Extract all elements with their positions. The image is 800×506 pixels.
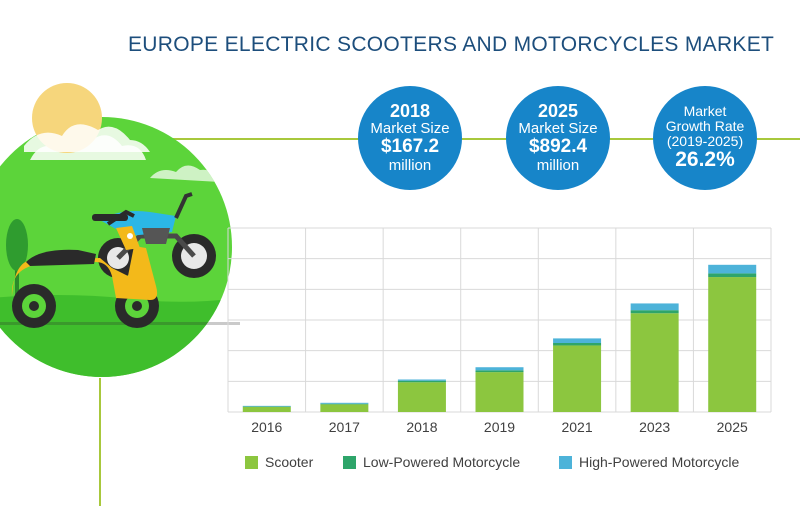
legend-swatch-low-powered xyxy=(343,455,356,469)
legend-label: High-Powered Motorcycle xyxy=(579,454,740,470)
bar-high-powered-motorcycle-2023 xyxy=(630,303,679,311)
legend-item-high-powered-motorcycle: High-Powered Motorcycle xyxy=(559,453,739,471)
bar-scooter-2019 xyxy=(475,372,524,412)
bar-high-powered-motorcycle-2021 xyxy=(553,338,602,343)
stat-value: 26.2% xyxy=(675,148,735,172)
bar-high-powered-motorcycle-2017 xyxy=(320,402,369,404)
stat-unit: million xyxy=(536,156,580,174)
accent-line-horizontal xyxy=(155,138,800,140)
legend-label: Low-Powered Motorcycle xyxy=(363,454,521,470)
bar-low-powered-motorcycle-2023 xyxy=(630,310,679,314)
bar-low-powered-motorcycle-2021 xyxy=(553,343,602,346)
stat-label: Market Size xyxy=(370,120,450,138)
legend-swatch-scooter xyxy=(245,455,258,469)
stat-label: Market Size xyxy=(518,120,598,138)
x-tick-label: 2017 xyxy=(329,419,360,435)
x-tick-label: 2018 xyxy=(406,419,437,435)
legend-item-scooter: Scooter xyxy=(245,453,313,471)
bar-low-powered-motorcycle-2018 xyxy=(397,380,446,383)
x-tick-label: 2025 xyxy=(717,419,748,435)
bar-low-powered-motorcycle-2025 xyxy=(708,273,757,278)
stat-year: 2025 xyxy=(537,100,579,121)
stat-year: 2018 xyxy=(389,100,431,121)
x-tick-label: 2021 xyxy=(561,419,592,435)
page-title: EUROPE ELECTRIC SCOOTERS AND MOTORCYCLES… xyxy=(128,33,775,56)
stat-label: Market xyxy=(683,103,727,119)
x-tick-label: 2023 xyxy=(639,419,670,435)
bar-low-powered-motorcycle-2017 xyxy=(320,403,369,405)
x-tick-label: 2019 xyxy=(484,419,515,435)
x-tick-label: 2016 xyxy=(251,419,282,435)
bar-scooter-2021 xyxy=(553,345,602,412)
bar-scooter-2023 xyxy=(630,313,679,412)
legend-item-low-powered-motorcycle: Low-Powered Motorcycle xyxy=(343,453,520,471)
bar-scooter-2018 xyxy=(397,382,446,412)
legend-swatch-high-powered xyxy=(559,455,572,469)
stat-label: Growth Rate xyxy=(665,118,745,135)
bar-scooter-2016 xyxy=(242,406,291,412)
stat-circle-2018-market-size: 2018 Market Size $167.2 million xyxy=(358,86,462,190)
stat-circle-growth-rate: Market Growth Rate (2019-2025) 26.2% xyxy=(653,86,757,190)
stat-period: (2019-2025) xyxy=(666,133,744,150)
bar-scooter-2025 xyxy=(708,277,757,412)
stat-circle-2025-market-size: 2025 Market Size $892.4 million xyxy=(506,86,610,190)
bar-low-powered-motorcycle-2019 xyxy=(475,370,524,373)
bar-scooter-2017 xyxy=(320,404,369,412)
bar-high-powered-motorcycle-2016 xyxy=(242,405,291,407)
legend-label: Scooter xyxy=(265,454,314,470)
accent-line-vertical xyxy=(99,378,101,506)
stat-value: $892.4 xyxy=(528,136,588,158)
bar-high-powered-motorcycle-2018 xyxy=(397,379,446,381)
bar-high-powered-motorcycle-2025 xyxy=(708,264,757,274)
bar-high-powered-motorcycle-2019 xyxy=(475,367,524,371)
stat-unit: million xyxy=(388,156,432,174)
stat-value: $167.2 xyxy=(380,136,440,158)
scooter-illustration xyxy=(0,83,240,377)
